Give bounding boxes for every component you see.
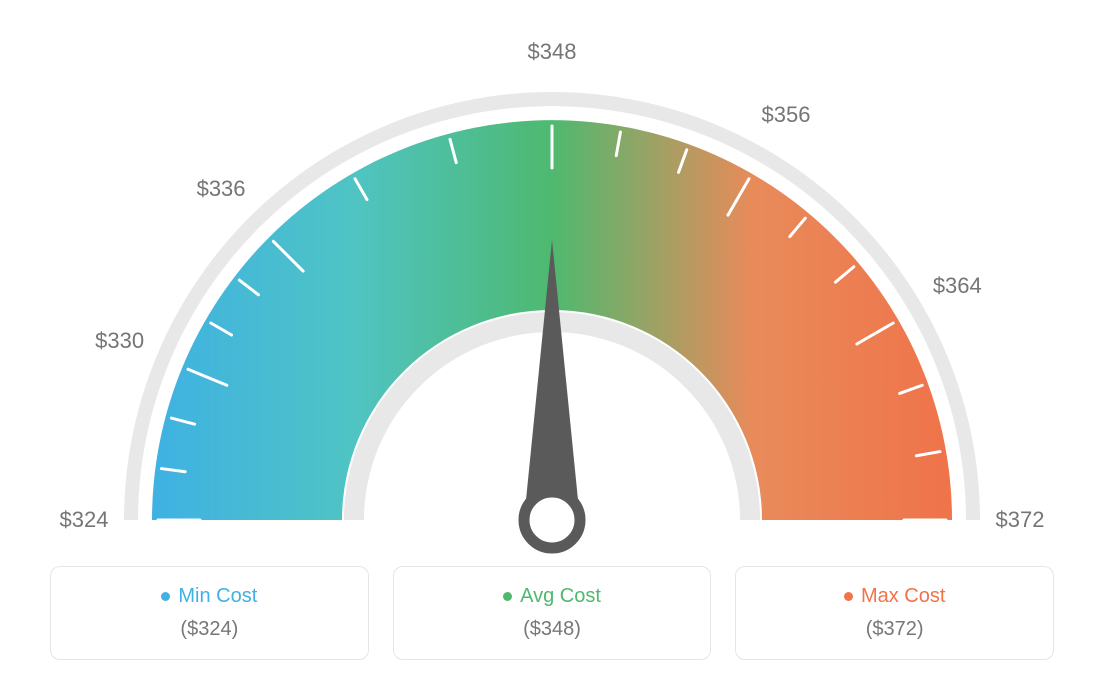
tick-label: $330: [95, 328, 144, 354]
tick-label: $336: [197, 176, 246, 202]
legend-card-max: Max Cost ($372): [735, 566, 1054, 660]
legend-value-max: ($372): [756, 618, 1033, 641]
legend-label-max: Max Cost: [861, 585, 945, 608]
legend-value-avg: ($348): [414, 618, 691, 641]
tick-label: $356: [762, 102, 811, 128]
legend-value-min: ($324): [71, 618, 348, 641]
legend-label-min: Min Cost: [178, 585, 257, 608]
tick-label: $372: [996, 507, 1045, 533]
legend-card-avg: Avg Cost ($348): [393, 566, 712, 660]
legend-label-avg: Avg Cost: [520, 585, 601, 608]
tick-label: $348: [528, 39, 577, 65]
legend-dot-max: [844, 592, 853, 601]
legend-title-min: Min Cost: [161, 585, 257, 608]
legend-row: Min Cost ($324) Avg Cost ($348) Max Cost…: [50, 566, 1054, 660]
tick-label: $324: [60, 507, 109, 533]
legend-title-avg: Avg Cost: [503, 585, 601, 608]
legend-dot-min: [161, 592, 170, 601]
gauge-chart: $324 $330 $336 $348 $356 $364 $372: [0, 0, 1104, 560]
legend-title-max: Max Cost: [844, 585, 945, 608]
legend-dot-avg: [503, 592, 512, 601]
tick-label: $364: [933, 273, 982, 299]
legend-card-min: Min Cost ($324): [50, 566, 369, 660]
